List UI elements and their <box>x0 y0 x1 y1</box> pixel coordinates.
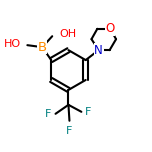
Text: B: B <box>38 41 47 54</box>
Text: F: F <box>45 109 52 119</box>
Text: OH: OH <box>59 29 76 39</box>
Text: F: F <box>85 107 92 117</box>
Text: HO: HO <box>4 39 21 49</box>
Text: F: F <box>66 126 73 136</box>
Text: O: O <box>106 22 115 35</box>
Text: N: N <box>94 44 103 57</box>
